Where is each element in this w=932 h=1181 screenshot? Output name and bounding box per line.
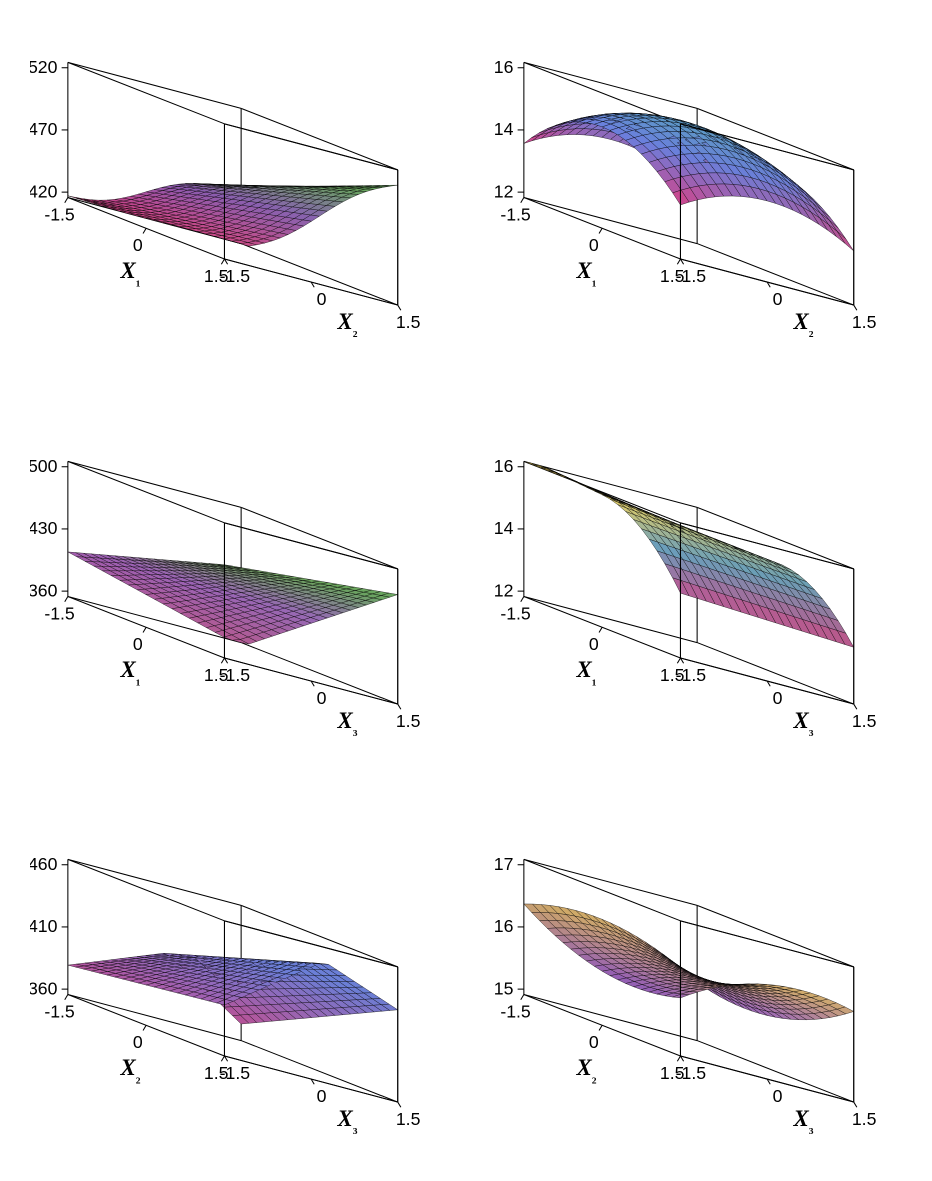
svg-text:-1.5: -1.5 xyxy=(44,603,75,623)
panel-y2-x1-x2: 121416Y₂-1.501.5X₁-1.501.5X₂ xyxy=(486,20,902,379)
panel-y1-x2-x3: 360410460Y₁-1.501.5X₂-1.501.5X₃ xyxy=(30,817,446,1176)
svg-text:0: 0 xyxy=(773,1086,783,1106)
svg-text:360: 360 xyxy=(30,580,58,600)
surface-plot-3: 360430500Y₁-1.501.5X₁-1.501.5X₃ xyxy=(30,419,446,778)
surface-plot-4: 121416Y₂-1.501.5X₁-1.501.5X₃ xyxy=(486,419,902,778)
svg-text:0: 0 xyxy=(773,688,783,708)
svg-text:0: 0 xyxy=(773,289,783,309)
svg-text:X₂: X₂ xyxy=(576,1055,597,1084)
svg-text:X₃: X₃ xyxy=(792,1106,813,1135)
svg-text:14: 14 xyxy=(494,119,514,139)
svg-text:1.5: 1.5 xyxy=(396,312,421,332)
svg-text:17: 17 xyxy=(494,854,514,874)
svg-text:-1.5: -1.5 xyxy=(44,1002,75,1022)
svg-text:X₁: X₁ xyxy=(576,657,597,686)
svg-text:-1.5: -1.5 xyxy=(676,266,707,286)
svg-text:X₂: X₂ xyxy=(120,1055,141,1084)
svg-text:-1.5: -1.5 xyxy=(500,603,531,623)
svg-text:420: 420 xyxy=(30,181,58,201)
svg-text:460: 460 xyxy=(30,854,58,874)
svg-text:1.5: 1.5 xyxy=(852,1109,877,1129)
svg-text:470: 470 xyxy=(30,119,58,139)
svg-text:-1.5: -1.5 xyxy=(44,204,75,224)
svg-text:0: 0 xyxy=(133,235,143,255)
svg-text:X₁: X₁ xyxy=(576,258,597,287)
svg-text:0: 0 xyxy=(589,1032,599,1052)
svg-text:0: 0 xyxy=(317,1086,327,1106)
svg-text:16: 16 xyxy=(494,456,514,476)
svg-text:1.5: 1.5 xyxy=(852,711,877,731)
panel-y1-x1-x2: 420470520Y₁-1.501.5X₁-1.501.5X₂ xyxy=(30,20,446,379)
panel-y2-x2-x3: 151617Y₂-1.501.5X₂-1.501.5X₃ xyxy=(486,817,902,1176)
surface-plot-6: 151617Y₂-1.501.5X₂-1.501.5X₃ xyxy=(486,817,902,1176)
svg-text:X₃: X₃ xyxy=(336,707,357,736)
figure-grid: 420470520Y₁-1.501.5X₁-1.501.5X₂ 121416Y₂… xyxy=(30,20,902,1115)
surface-plot-5: 360410460Y₁-1.501.5X₂-1.501.5X₃ xyxy=(30,817,446,1176)
svg-text:1.5: 1.5 xyxy=(852,312,877,332)
svg-text:1.5: 1.5 xyxy=(396,1109,421,1129)
svg-text:0: 0 xyxy=(133,634,143,654)
panel-y2-x1-x3: 121416Y₂-1.501.5X₁-1.501.5X₃ xyxy=(486,419,902,778)
svg-text:-1.5: -1.5 xyxy=(220,1063,251,1083)
svg-text:-1.5: -1.5 xyxy=(676,1063,707,1083)
svg-text:X₃: X₃ xyxy=(336,1106,357,1135)
svg-text:0: 0 xyxy=(317,688,327,708)
surface-plot-2: 121416Y₂-1.501.5X₁-1.501.5X₂ xyxy=(486,20,902,379)
svg-text:X₃: X₃ xyxy=(792,707,813,736)
svg-text:430: 430 xyxy=(30,518,58,538)
svg-text:410: 410 xyxy=(30,916,58,936)
svg-text:15: 15 xyxy=(494,979,514,999)
svg-text:X₂: X₂ xyxy=(792,309,813,338)
svg-text:X₁: X₁ xyxy=(120,258,141,287)
svg-text:16: 16 xyxy=(494,916,514,936)
svg-text:14: 14 xyxy=(494,518,514,538)
svg-text:360: 360 xyxy=(30,979,58,999)
svg-text:0: 0 xyxy=(589,235,599,255)
svg-text:0: 0 xyxy=(133,1032,143,1052)
svg-text:-1.5: -1.5 xyxy=(500,1002,531,1022)
svg-text:12: 12 xyxy=(494,181,514,201)
svg-text:-1.5: -1.5 xyxy=(220,266,251,286)
svg-text:520: 520 xyxy=(30,57,58,77)
surface-plot-1: 420470520Y₁-1.501.5X₁-1.501.5X₂ xyxy=(30,20,446,379)
svg-text:-1.5: -1.5 xyxy=(500,204,531,224)
svg-text:1.5: 1.5 xyxy=(396,711,421,731)
svg-text:-1.5: -1.5 xyxy=(220,665,251,685)
svg-text:-1.5: -1.5 xyxy=(676,665,707,685)
svg-text:500: 500 xyxy=(30,456,58,476)
svg-text:16: 16 xyxy=(494,57,514,77)
svg-text:0: 0 xyxy=(589,634,599,654)
panel-y1-x1-x3: 360430500Y₁-1.501.5X₁-1.501.5X₃ xyxy=(30,419,446,778)
svg-text:X₂: X₂ xyxy=(336,309,357,338)
svg-text:0: 0 xyxy=(317,289,327,309)
svg-text:12: 12 xyxy=(494,580,514,600)
svg-text:X₁: X₁ xyxy=(120,657,141,686)
